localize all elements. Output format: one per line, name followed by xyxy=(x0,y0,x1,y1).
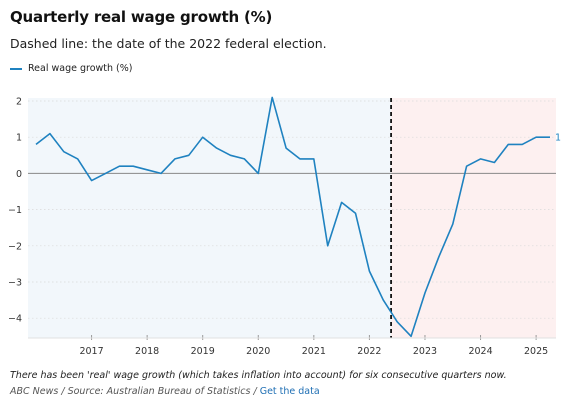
data-point xyxy=(382,299,384,301)
y-tick-label: 2 xyxy=(16,97,22,108)
x-tick-label: 2018 xyxy=(135,346,159,357)
data-point xyxy=(174,158,176,160)
data-point xyxy=(118,165,120,167)
data-point xyxy=(452,223,454,225)
data-point xyxy=(480,158,482,160)
legend-label: Real wage growth (%) xyxy=(28,63,133,74)
legend-line-swatch xyxy=(10,67,22,70)
x-tick-label: 2024 xyxy=(468,346,492,357)
data-point xyxy=(77,158,79,160)
data-point xyxy=(299,158,301,160)
pre-election-shade xyxy=(28,98,392,338)
y-tick-label: 0 xyxy=(16,169,22,180)
data-point xyxy=(271,96,273,98)
source-line: ABC News / Source: Australian Bureau of … xyxy=(10,386,320,397)
data-point xyxy=(396,321,398,323)
data-point xyxy=(549,136,551,138)
data-point xyxy=(257,172,259,174)
data-point xyxy=(104,172,106,174)
data-point xyxy=(535,136,537,138)
y-tick-label: −4 xyxy=(8,314,22,325)
data-point xyxy=(424,292,426,294)
x-tick-label: 2021 xyxy=(302,346,326,357)
x-tick-label: 2022 xyxy=(357,346,381,357)
chart-title: Quarterly real wage growth (%) xyxy=(10,8,273,26)
x-tick-label: 2025 xyxy=(524,346,548,357)
data-point xyxy=(160,172,162,174)
x-tick-label: 2017 xyxy=(79,346,103,357)
data-point xyxy=(355,212,357,214)
x-tick-label: 2023 xyxy=(413,346,437,357)
data-point xyxy=(229,154,231,156)
data-point xyxy=(521,143,523,145)
x-tick-label: 2020 xyxy=(246,346,270,357)
data-point xyxy=(243,158,245,160)
data-point xyxy=(341,201,343,203)
x-tick-label: 2019 xyxy=(191,346,215,357)
data-point xyxy=(63,151,65,153)
data-point xyxy=(49,133,51,135)
data-point xyxy=(327,245,329,247)
get-the-data-link[interactable]: Get the data xyxy=(259,386,320,397)
data-point xyxy=(507,143,509,145)
data-point xyxy=(493,162,495,164)
y-tick-label: −1 xyxy=(8,205,22,216)
data-point xyxy=(216,147,218,149)
data-point xyxy=(146,169,148,171)
data-point xyxy=(285,147,287,149)
data-point xyxy=(466,165,468,167)
series-line-real-wage-growth xyxy=(35,96,550,338)
data-point xyxy=(202,136,204,138)
data-point xyxy=(35,143,37,145)
data-point xyxy=(91,180,93,182)
y-tick-label: −3 xyxy=(8,278,22,289)
source-text: ABC News / Source: Australian Bureau of … xyxy=(10,386,260,397)
data-point xyxy=(188,154,190,156)
end-value-label: 1 xyxy=(555,133,561,144)
data-point xyxy=(132,165,134,167)
data-point xyxy=(410,335,412,337)
footnote: There has been 'real' wage growth (which… xyxy=(10,370,507,381)
data-point xyxy=(368,270,370,272)
y-tick-label: 1 xyxy=(16,133,22,144)
data-point xyxy=(313,158,315,160)
data-point xyxy=(438,256,440,258)
post-election-shade xyxy=(391,98,556,338)
legend: Real wage growth (%) xyxy=(10,63,133,74)
chart-subtitle: Dashed line: the date of the 2022 federa… xyxy=(10,36,327,51)
y-tick-label: −2 xyxy=(8,241,22,252)
